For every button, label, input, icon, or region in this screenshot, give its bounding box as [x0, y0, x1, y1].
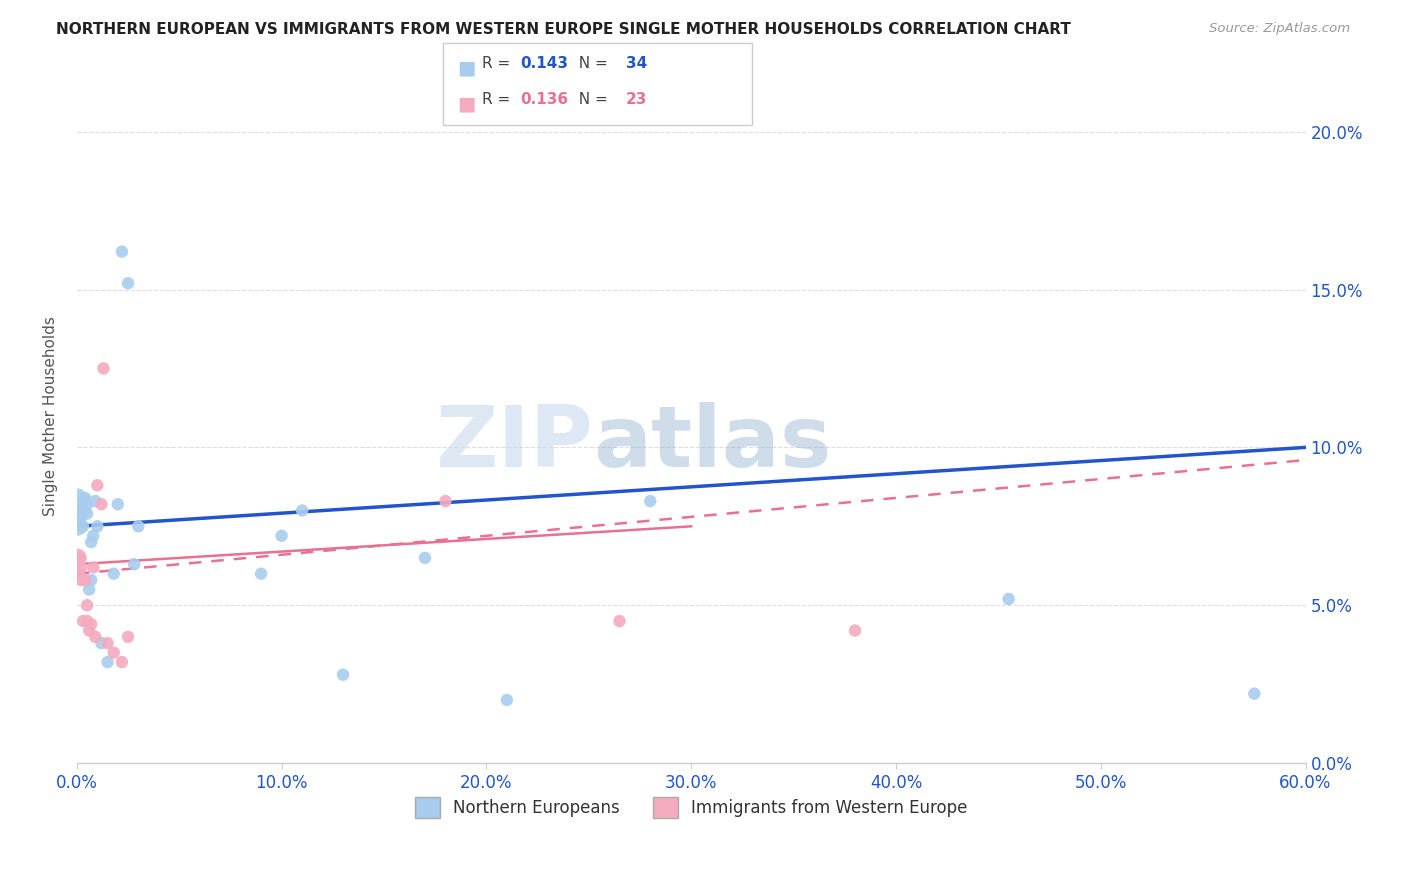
Point	[67, 503, 90, 517]
Point	[107, 497, 129, 511]
Point	[72, 503, 94, 517]
Text: R =: R =	[482, 92, 516, 107]
Text: N =: N =	[569, 56, 613, 71]
Point	[90, 497, 112, 511]
Point	[70, 497, 93, 511]
Point	[73, 573, 96, 587]
Point	[97, 636, 120, 650]
Text: 34: 34	[626, 56, 647, 71]
Point	[97, 655, 120, 669]
Point	[111, 244, 134, 259]
Text: 0.143: 0.143	[520, 56, 568, 71]
Point	[496, 693, 519, 707]
Point	[413, 550, 436, 565]
Point	[76, 599, 98, 613]
Point	[82, 529, 104, 543]
Legend: Northern Europeans, Immigrants from Western Europe: Northern Europeans, Immigrants from West…	[408, 790, 974, 824]
Point	[84, 494, 107, 508]
Text: NORTHERN EUROPEAN VS IMMIGRANTS FROM WESTERN EUROPE SINGLE MOTHER HOUSEHOLDS COR: NORTHERN EUROPEAN VS IMMIGRANTS FROM WES…	[56, 22, 1071, 37]
Point	[86, 478, 108, 492]
Point	[82, 560, 104, 574]
Text: N =: N =	[569, 92, 613, 107]
Point	[111, 655, 134, 669]
Point	[73, 491, 96, 505]
Point	[291, 503, 314, 517]
Point	[70, 509, 93, 524]
Point	[1243, 687, 1265, 701]
Text: atlas: atlas	[593, 402, 831, 485]
Point	[122, 558, 145, 572]
Point	[77, 582, 100, 597]
Point	[103, 566, 125, 581]
Point	[103, 646, 125, 660]
Point	[434, 494, 457, 508]
Point	[70, 573, 93, 587]
Text: 0.136: 0.136	[520, 92, 568, 107]
Point	[250, 566, 273, 581]
Point	[117, 630, 139, 644]
Text: ZIP: ZIP	[434, 402, 593, 485]
Point	[127, 519, 149, 533]
Point	[332, 667, 354, 681]
Point	[66, 519, 89, 533]
Point	[997, 591, 1019, 606]
Point	[80, 535, 103, 549]
Point	[76, 507, 98, 521]
Point	[73, 494, 96, 508]
Point	[72, 519, 94, 533]
Point	[67, 550, 90, 565]
Point	[117, 277, 139, 291]
Text: ■: ■	[457, 59, 475, 78]
Point	[80, 617, 103, 632]
Point	[70, 560, 93, 574]
Point	[77, 624, 100, 638]
Text: R =: R =	[482, 56, 516, 71]
Text: 23: 23	[626, 92, 647, 107]
Point	[72, 614, 94, 628]
Text: ■: ■	[457, 95, 475, 113]
Point	[609, 614, 631, 628]
Point	[638, 494, 661, 508]
Point	[84, 630, 107, 644]
Point	[66, 550, 89, 565]
Point	[76, 497, 98, 511]
Point	[93, 361, 115, 376]
Point	[86, 519, 108, 533]
Point	[67, 566, 90, 581]
Point	[67, 488, 90, 502]
Point	[80, 573, 103, 587]
Point	[76, 614, 98, 628]
Point	[90, 636, 112, 650]
Point	[270, 529, 292, 543]
Point	[844, 624, 866, 638]
Y-axis label: Single Mother Households: Single Mother Households	[44, 316, 58, 516]
Text: Source: ZipAtlas.com: Source: ZipAtlas.com	[1209, 22, 1350, 36]
